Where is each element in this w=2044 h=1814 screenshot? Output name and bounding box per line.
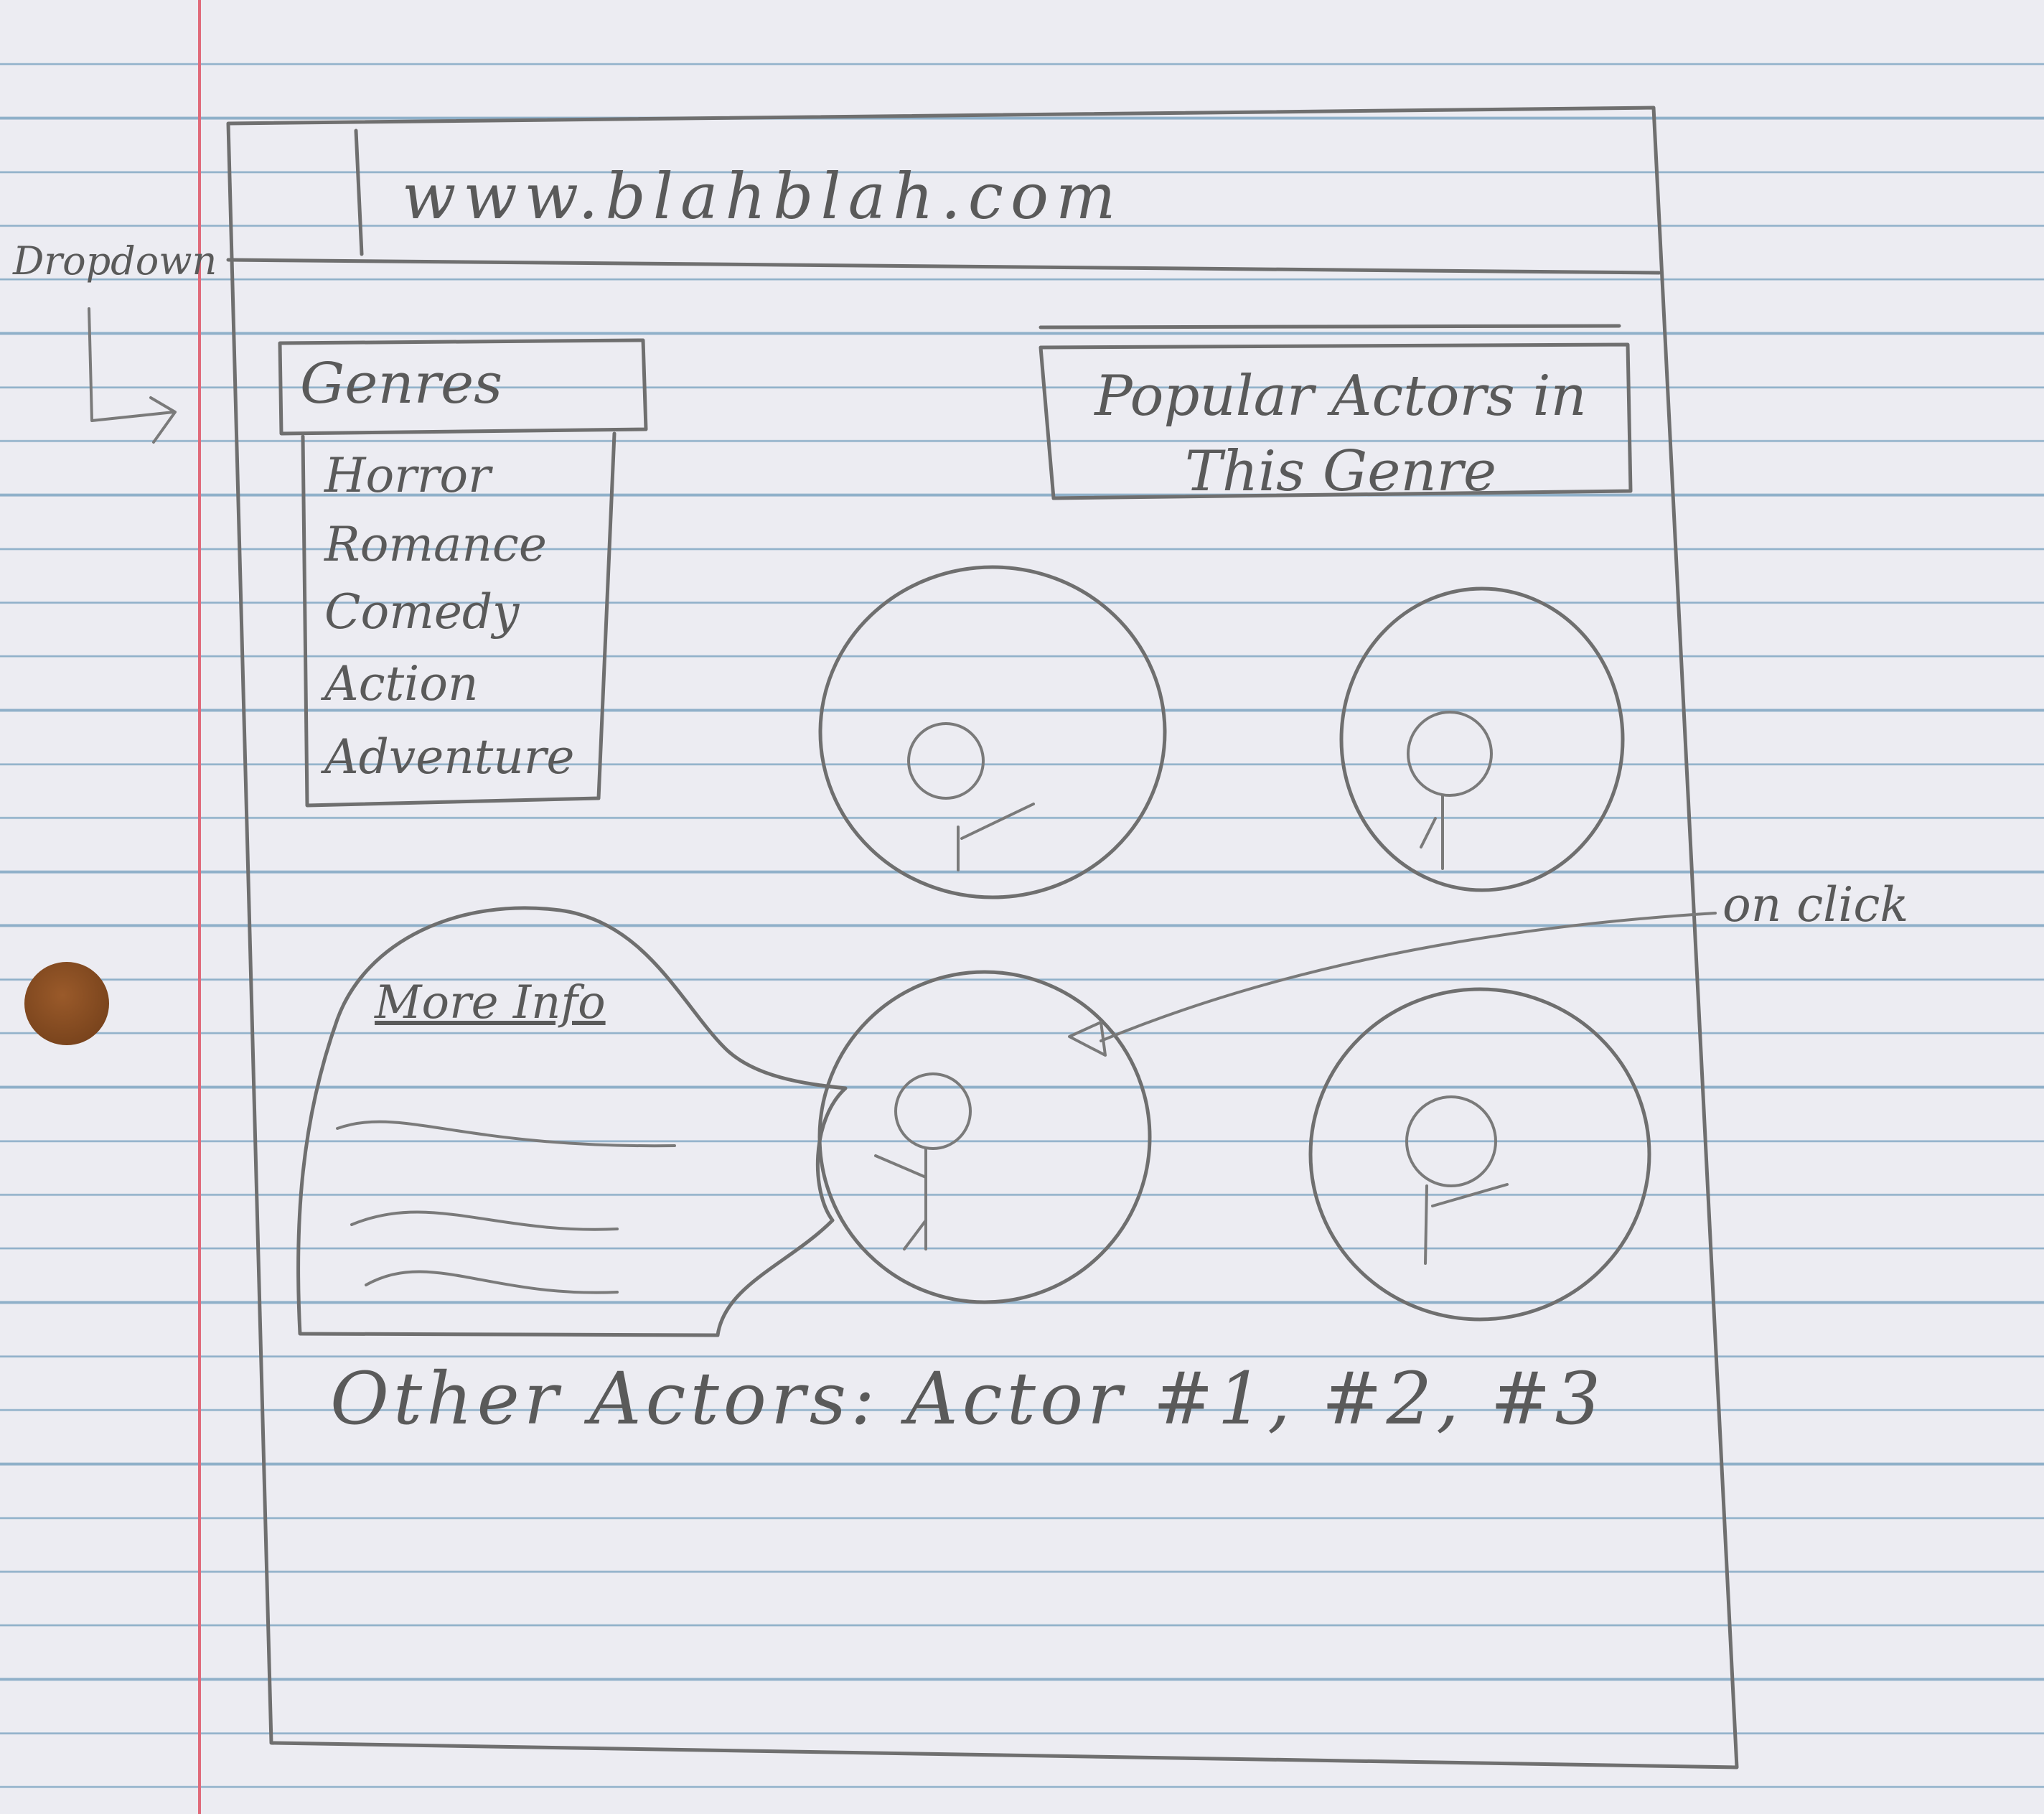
genres-dropdown-button[interactable]: Genres <box>300 352 503 416</box>
actor-card-1 <box>818 565 1167 899</box>
on-click-annotation: on click <box>1722 877 1909 932</box>
actor-card-4 <box>1308 987 1651 1322</box>
actor-card-2 <box>1339 586 1625 892</box>
genres-list-box <box>301 431 617 808</box>
more-info-text-lines <box>336 1120 676 1294</box>
genre-item-action[interactable]: Action <box>324 656 479 711</box>
genres-header-box <box>278 338 648 436</box>
genre-item-comedy[interactable]: Comedy <box>324 584 520 640</box>
other-actors-links[interactable]: Other Actors: Actor #1, #2, #3 <box>330 1357 1605 1441</box>
popular-actors-header-box <box>1039 324 1633 500</box>
punch-hole <box>24 962 109 1045</box>
dropdown-arrow <box>88 307 177 444</box>
dropdown-annotation: Dropdown <box>13 238 217 284</box>
browser-window-frame <box>226 106 1739 1769</box>
address-bar-box <box>226 128 1661 275</box>
more-info-callout <box>296 906 848 1337</box>
genre-item-adventure[interactable]: Adventure <box>324 729 575 785</box>
address-bar-url[interactable]: www.blahblah.com <box>402 159 1123 233</box>
genre-item-horror[interactable]: Horror <box>324 448 491 503</box>
on-click-arrow <box>1068 912 1717 1057</box>
notebook-margin-line <box>198 0 201 1814</box>
popular-actors-title: Popular Actors in This Genre <box>1094 364 1587 504</box>
genre-item-romance[interactable]: Romance <box>324 517 547 572</box>
more-info-title: More Info <box>375 976 606 1029</box>
